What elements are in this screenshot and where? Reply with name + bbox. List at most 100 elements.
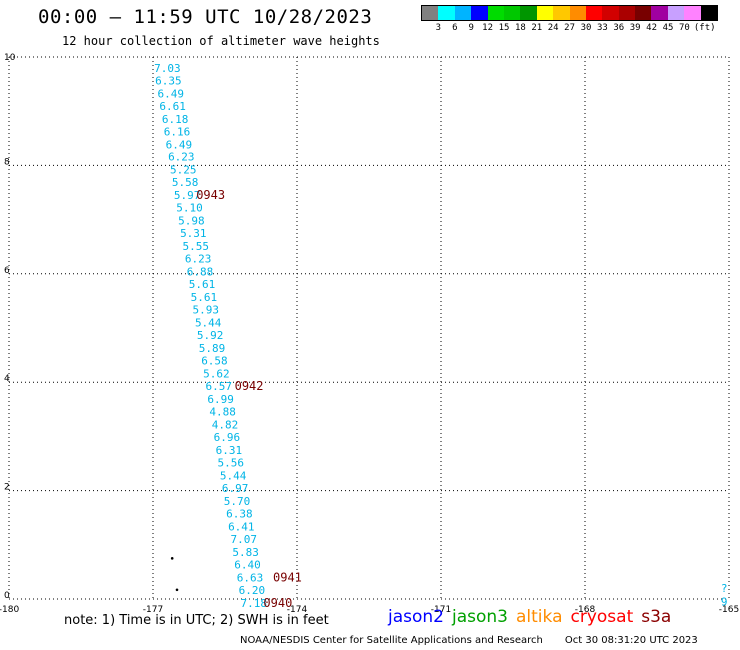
satellite-jason3: jason3 (452, 607, 508, 627)
wave-height-value: 5.44 (220, 469, 247, 482)
wave-height-value: 4.82 (212, 418, 239, 431)
wave-height-value: 6.23 (185, 253, 212, 266)
satellite-altika: altika (516, 607, 563, 627)
wave-height-value: 5.61 (191, 291, 218, 304)
map-title: 00:00 – 11:59 UTC 10/28/2023 (38, 6, 373, 28)
wave-height-value: 6.40 (234, 558, 261, 571)
legend-swatch (569, 6, 586, 20)
wave-height-value: 6.96 (214, 431, 241, 444)
wave-height-value: 5.10 (176, 202, 203, 215)
observation-point (170, 557, 174, 560)
legend-tick-label: 33 (596, 23, 608, 33)
legend-swatch (585, 6, 603, 20)
altimeter-map: -180 -177 -174 -171 -168 -16502468107.036.356… (0, 53, 739, 615)
legend-swatch (651, 6, 668, 20)
legend-swatch (503, 6, 521, 20)
wave-height-value: 5.89 (199, 342, 226, 355)
latitude-tick-label: 0 (4, 591, 10, 601)
wave-height-value: 5.93 (193, 304, 220, 317)
wave-height-value: 6.97 (222, 482, 249, 495)
legend-swatch (471, 6, 488, 20)
wave-height-value: 7.07 (230, 533, 257, 546)
legend-swatch (635, 6, 652, 20)
wave-height-value: 6.63 (237, 571, 264, 584)
edge-track-value: 9 (721, 596, 728, 609)
wave-height-value: 6.16 (164, 125, 191, 138)
satellite-jason2: jason2 (388, 607, 444, 627)
legend-tick-label: 21 (531, 23, 543, 33)
legend-tick-label: 9 (468, 23, 474, 33)
legend-swatch (454, 6, 472, 20)
latitude-tick-label: 4 (4, 374, 10, 384)
latitude-tick-label: 2 (4, 483, 10, 493)
legend-swatch (438, 6, 455, 20)
wave-height-value: 5.55 (182, 240, 209, 253)
credit-line: NOAA/NESDIS Center for Satellite Applica… (240, 635, 698, 646)
legend-swatch (618, 6, 636, 20)
wave-height-value: 6.99 (207, 393, 234, 406)
legend-tick-label: 36 (613, 23, 625, 33)
wave-height-value: 5.98 (178, 215, 205, 228)
wave-height-value: 6.49 (166, 138, 193, 151)
credit-text: NOAA/NESDIS Center for Satellite Applica… (240, 635, 543, 646)
legend-swatch (487, 6, 504, 20)
wave-height-value: 6.57 (206, 380, 233, 393)
wave-height-value: 5.44 (195, 317, 222, 330)
longitude-tick-label: -180 (0, 605, 19, 615)
wave-height-value: 7.18 (241, 597, 268, 610)
legend-tick-label: 24 (547, 23, 559, 33)
legend-unit: (ft) (693, 23, 716, 33)
wave-height-legend: 3 6 9 12 15 18 21 24 27 30 33 36 39 42 45 70 (ft) (421, 5, 719, 33)
legend-tick-label: 39 (629, 23, 641, 33)
pass-time-label: 0942 (235, 379, 264, 393)
footnote: note: 1) Time is in UTC; 2) SWH is in fe… (64, 613, 329, 628)
longitude-tick-label: -174 (287, 605, 308, 615)
legend-swatch (553, 6, 570, 20)
wave-height-value: 5.61 (189, 278, 216, 291)
legend-tick-label: 27 (564, 23, 576, 33)
observation-point (175, 588, 179, 592)
legend-tick-label: 30 (580, 23, 592, 33)
latitude-tick-label: 8 (4, 157, 10, 167)
edge-track-value: ? (721, 582, 728, 595)
wave-height-value: 6.88 (187, 266, 214, 279)
wave-height-value: 5.70 (224, 495, 251, 508)
wave-height-value: 6.20 (239, 584, 266, 597)
wave-height-value: 5.25 (170, 164, 197, 177)
wave-height-value: 6.41 (228, 520, 255, 533)
longitude-tick-label: -171 (431, 605, 451, 615)
wave-height-value: 6.58 (201, 355, 228, 368)
longitude-tick-label: -165 (719, 605, 739, 615)
latitude-tick-label: 6 (4, 266, 10, 276)
legend-tick-label: 15 (498, 23, 510, 33)
pass-time-label: 0940 (263, 596, 292, 610)
legend-swatch (422, 6, 439, 20)
satellite-legend: jason2 jason3 altika cryosat s3a (388, 607, 679, 627)
legend-tick-label: 45 (662, 23, 674, 33)
color-scale-ticks: 3 6 9 12 15 18 21 24 27 30 33 36 39 42 45 70 (ft) (421, 21, 718, 33)
legend-tick-label: 42 (646, 23, 658, 33)
color-scale (421, 5, 719, 21)
satellite-s3a: s3a (641, 607, 672, 627)
legend-swatch (667, 6, 685, 20)
wave-height-value: 7.03 (154, 62, 181, 75)
legend-tick-label: 3 (435, 23, 442, 33)
wave-height-value: 6.31 (216, 444, 243, 457)
wave-height-value: 6.35 (155, 74, 182, 87)
wave-height-value: 6.61 (159, 100, 186, 113)
wave-height-value: 5.92 (197, 329, 224, 342)
wave-height-value: 6.38 (226, 507, 253, 520)
latitude-tick-label: 10 (4, 53, 16, 63)
wave-height-value: 6.49 (158, 87, 185, 100)
longitude-tick-label: -177 (143, 605, 163, 615)
legend-swatch (684, 6, 701, 20)
legend-tick-label: 70 (678, 23, 690, 33)
legend-tick-label: 12 (482, 23, 494, 33)
longitude-tick-label: -168 (575, 605, 596, 615)
legend-swatch (700, 6, 718, 20)
pass-time-label: 0943 (196, 188, 225, 202)
satellite-cryosat: cryosat (570, 607, 634, 627)
wave-height-value: 5.97 (174, 189, 201, 202)
wave-height-value: 5.56 (218, 456, 245, 469)
legend-swatch (536, 6, 554, 20)
